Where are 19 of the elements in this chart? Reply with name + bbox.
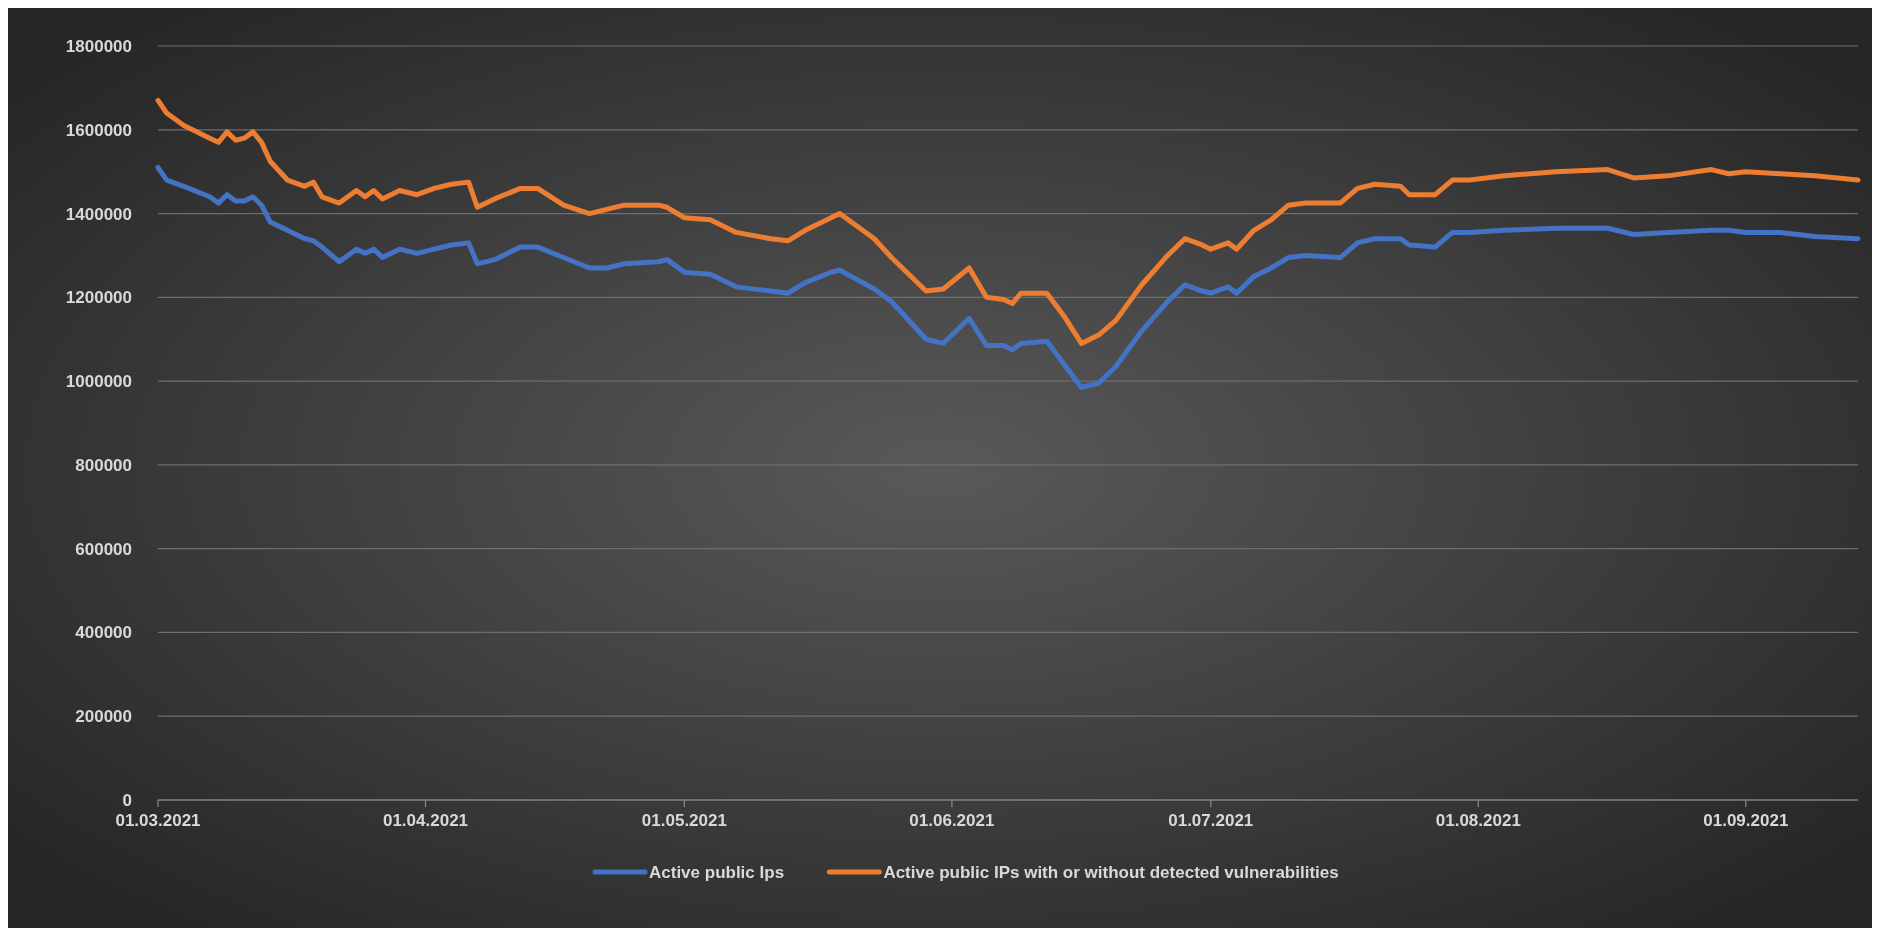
y-tick-label: 200000 (75, 707, 132, 727)
y-tick-label: 600000 (75, 539, 132, 559)
x-tick-label: 01.05.2021 (641, 811, 727, 830)
y-tick-label: 1400000 (65, 204, 132, 224)
y-tick-label: 0 (122, 790, 132, 810)
y-tick-label: 400000 (75, 623, 132, 643)
legend-label: Active public IPs with or without detected vulnerabilities (883, 862, 1339, 882)
y-tick-label: 1800000 (65, 36, 132, 56)
x-tick-label: 01.04.2021 (382, 811, 469, 830)
y-tick-label: 1000000 (65, 372, 132, 392)
x-tick-label: 01.03.2021 (115, 811, 201, 830)
legend-label: Active public Ips (649, 862, 785, 882)
x-tick-label: 01.09.2021 (1703, 811, 1789, 830)
y-tick-label: 1600000 (65, 120, 132, 140)
x-tick-label: 01.06.2021 (909, 811, 995, 830)
y-tick-label: 1200000 (65, 288, 132, 308)
y-tick-label: 800000 (75, 455, 132, 475)
x-tick-label: 01.07.2021 (1168, 811, 1254, 830)
x-tick-label: 01.08.2021 (1435, 811, 1521, 830)
